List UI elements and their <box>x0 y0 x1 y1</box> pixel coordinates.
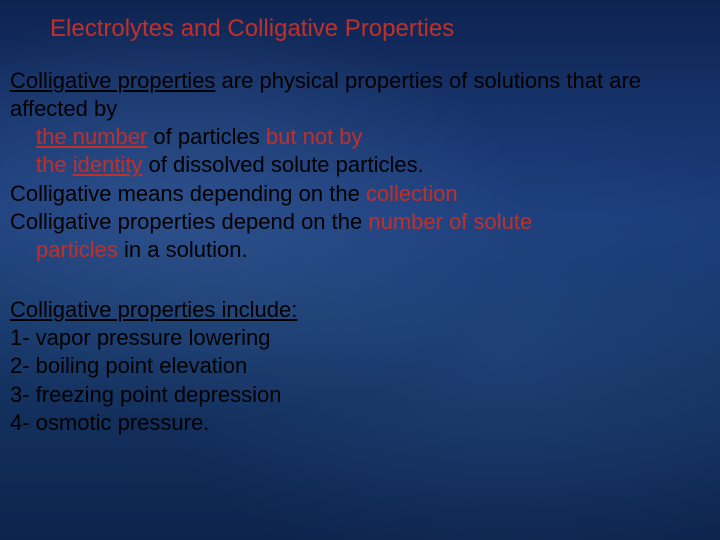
list-item-1: 1- vapor pressure lowering <box>10 324 710 352</box>
list-item-2: 2- boiling point elevation <box>10 352 710 380</box>
paragraph-definition: Colligative properties are physical prop… <box>10 67 710 180</box>
list-item-3: 3- freezing point depression <box>10 381 710 409</box>
paragraph-meaning: Colligative means depending on the colle… <box>10 180 710 208</box>
list-heading: Colligative properties include: <box>10 296 710 324</box>
meaning-hl-collection: collection <box>366 181 458 206</box>
def-line-2: the number of particles but not by <box>10 123 710 151</box>
paragraph-depend: Colligative properties depend on the num… <box>10 208 710 264</box>
slide-body: Colligative properties are physical prop… <box>10 67 710 437</box>
slide-title: Electrolytes and Colligative Properties <box>50 15 710 43</box>
meaning-text: Colligative means depending on the <box>10 181 366 206</box>
def-text-2: of particles <box>147 124 266 149</box>
def-hl-number: the number <box>36 124 147 149</box>
def-hl-notby-b: the <box>36 152 67 177</box>
list-item-4: 4- osmotic pressure. <box>10 409 710 437</box>
depend-hl-b: particles <box>36 237 118 262</box>
def-line-3: the identity of dissolved solute particl… <box>10 151 710 179</box>
slide-container: Electrolytes and Colligative Properties … <box>0 0 720 540</box>
def-hl-identity: identity <box>73 152 143 177</box>
list-section: Colligative properties include: 1- vapor… <box>10 296 710 437</box>
list-heading-text: Colligative properties include: <box>10 297 297 322</box>
depend-hl-a: number of solute <box>368 209 532 234</box>
depend-text-1: Colligative properties depend on the <box>10 209 368 234</box>
depend-line-2: particles in a solution. <box>10 236 710 264</box>
def-text-3: of dissolved solute particles. <box>142 152 423 177</box>
def-hl-notby-a: but not by <box>266 124 363 149</box>
depend-text-2: in a solution. <box>118 237 248 262</box>
term-colligative-properties: Colligative properties <box>10 68 215 93</box>
